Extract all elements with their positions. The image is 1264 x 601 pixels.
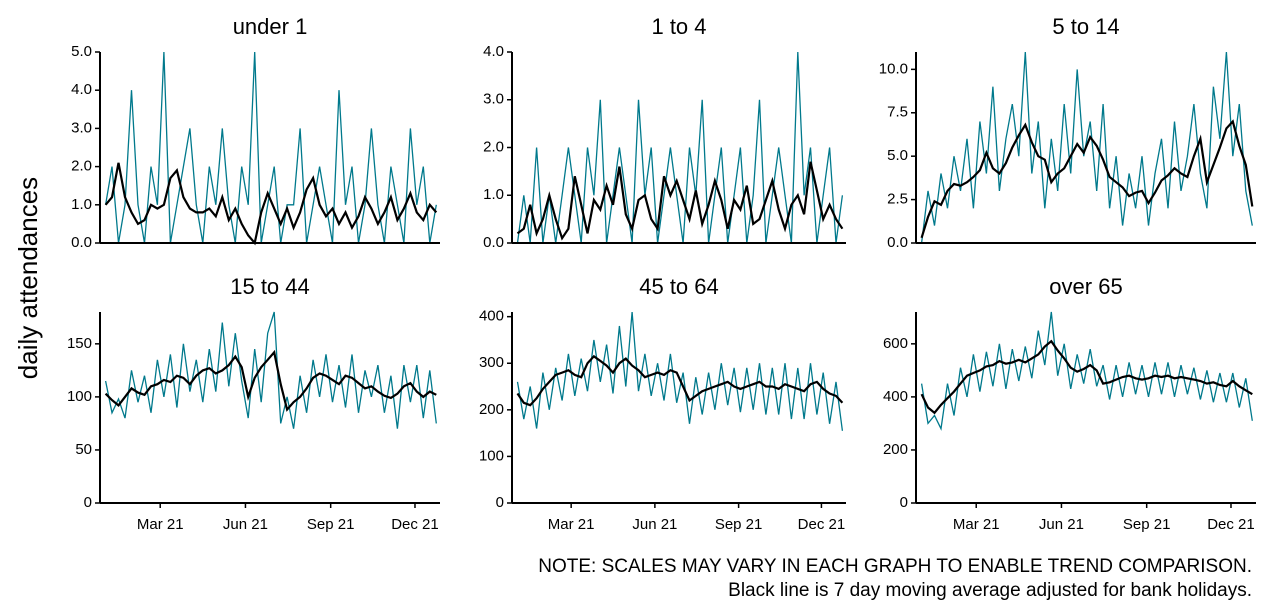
y-tick-label: 50 [75,441,92,458]
y-tick-label: 200 [883,441,908,458]
y-tick-label: 4.0 [71,81,92,98]
moving-average-line [516,161,844,241]
y-tick-label: 1.0 [483,186,504,203]
daily-line [104,311,437,429]
y-tick-label: 3.0 [71,119,92,136]
y-tick-label: 3.0 [483,91,504,108]
y-tick-label: 400 [883,388,908,405]
x-tick-label: Jun 21 [1039,516,1084,533]
moving-average-line [104,349,437,412]
x-tick-label: Dec 21 [798,516,846,533]
panel-title: 45 to 64 [639,274,719,299]
y-tick-label: 200 [479,401,504,418]
panel-title: 15 to 44 [230,274,310,299]
panel-title: 5 to 14 [1052,14,1119,39]
y-tick-label: 1.0 [71,196,92,213]
y-tick-label: 5.0 [887,147,908,164]
daily-line [920,311,1253,431]
moving-average-line [920,339,1253,415]
panel-title: 1 to 4 [651,14,706,39]
y-tick-label: 2.5 [887,191,908,208]
daily-line [920,51,1253,244]
panel-title: over 65 [1049,274,1122,299]
y-tick-label: 2.0 [483,138,504,155]
y-tick-label: 10.0 [879,60,908,77]
y-tick-label: 4.0 [483,43,504,60]
x-tick-label: Dec 21 [391,516,439,533]
x-tick-label: Sep 21 [715,516,763,533]
y-tick-label: 0 [496,494,504,511]
daily-line [516,311,844,431]
y-tick-label: 100 [67,388,92,405]
y-tick-label: 2.0 [71,158,92,175]
y-tick-label: 5.0 [71,43,92,60]
x-tick-label: Mar 21 [548,516,595,533]
y-tick-label: 600 [883,335,908,352]
y-tick-label: 150 [67,335,92,352]
y-tick-label: 0.0 [483,234,504,251]
daily-line [516,51,844,244]
panel-title: under 1 [233,14,308,39]
y-tick-label: 400 [479,308,504,325]
daily-line [104,51,437,244]
note: NOTE: SCALES MAY VARY IN EACH GRAPH TO E… [538,556,1252,577]
y-tick-label: 7.5 [887,104,908,121]
y-tick-label: 100 [479,447,504,464]
x-tick-label: Sep 21 [307,516,355,533]
y-tick-label: 300 [479,354,504,371]
y-tick-label: 0.0 [887,234,908,251]
x-tick-label: Mar 21 [137,516,184,533]
y-tick-label: 0 [84,494,92,511]
moving-average-line [104,162,438,246]
note: Black line is 7 day moving average adjus… [728,580,1252,601]
x-tick-label: Mar 21 [953,516,1000,533]
y-axis-label: daily attendances [13,177,43,379]
x-tick-label: Jun 21 [223,516,268,533]
x-tick-label: Dec 21 [1207,516,1255,533]
x-tick-label: Jun 21 [632,516,677,533]
moving-average-line [920,119,1254,239]
x-tick-label: Sep 21 [1123,516,1171,533]
moving-average-line [516,354,844,407]
y-tick-label: 0.0 [71,234,92,251]
y-tick-label: 0 [900,494,908,511]
